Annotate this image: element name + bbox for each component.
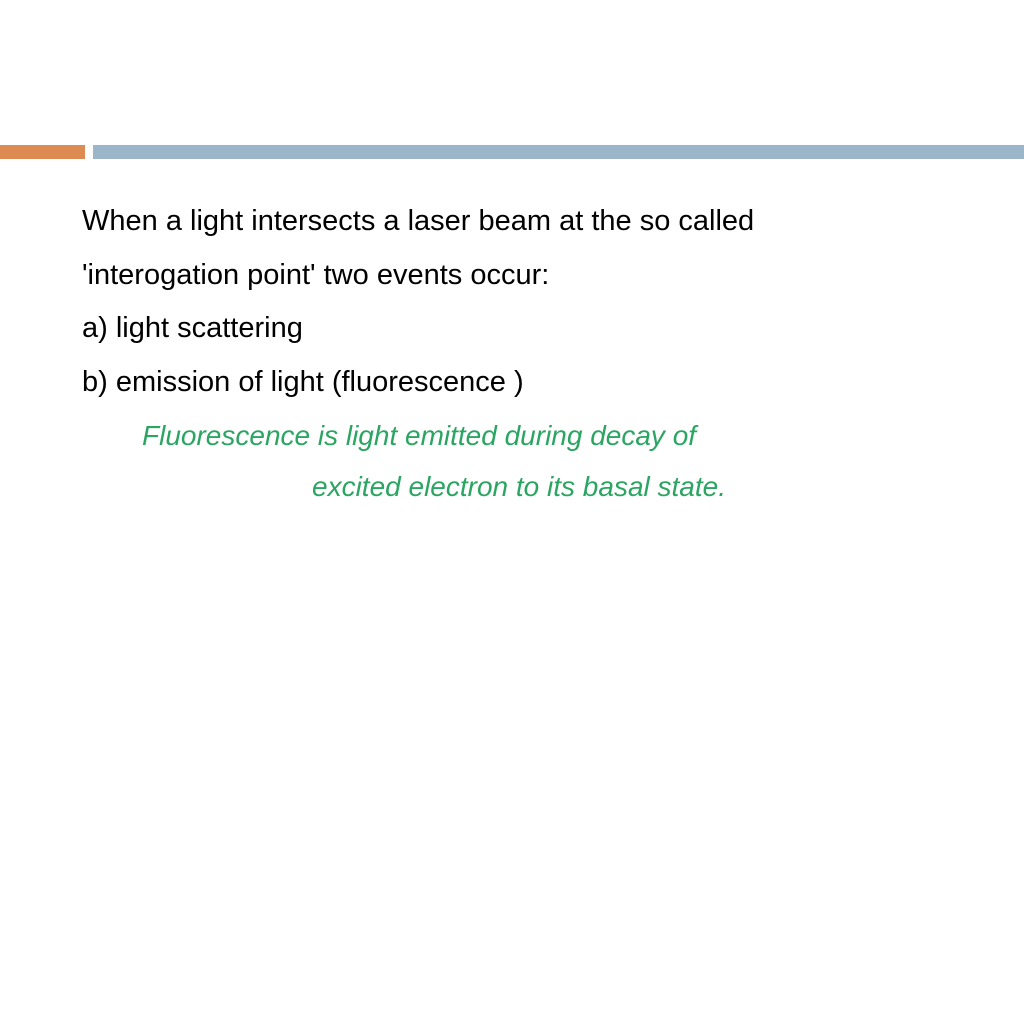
header-gap: [85, 145, 93, 159]
slide-content: When a light intersects a laser beam at …: [82, 195, 974, 513]
intro-line-1: When a light intersects a laser beam at …: [82, 195, 974, 249]
definition-line-2: excited electron to its basal state.: [82, 461, 974, 513]
option-a: a) light scattering: [82, 302, 974, 356]
option-b: b) emission of light (fluorescence ): [82, 356, 974, 410]
intro-line-2: 'interogation point' two events occur:: [82, 249, 974, 303]
header-bar: [0, 145, 1024, 159]
definition-block: Fluorescence is light emitted during dec…: [82, 410, 974, 514]
header-main-bar: [93, 145, 1024, 159]
header-accent-block: [0, 145, 85, 159]
definition-line-1: Fluorescence is light emitted during dec…: [82, 410, 974, 462]
